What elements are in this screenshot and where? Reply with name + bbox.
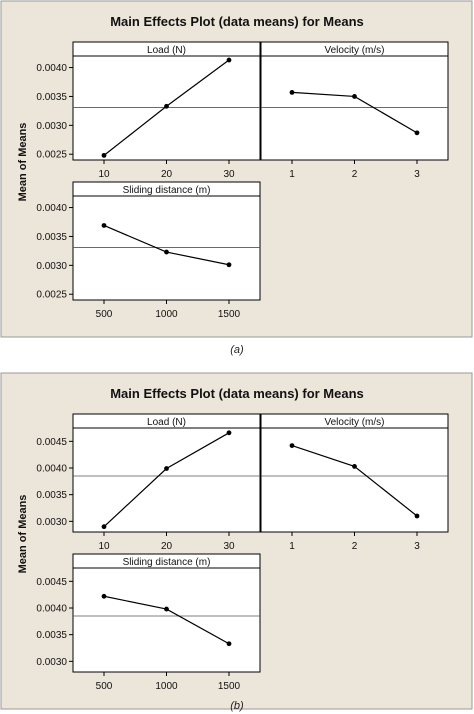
y-tick-label: 0.0040 xyxy=(36,203,67,214)
y-tick-label: 0.0030 xyxy=(36,657,67,668)
y-tick-label: 0.0035 xyxy=(36,92,67,103)
y-tick-label: 0.0040 xyxy=(36,464,67,475)
data-point xyxy=(226,57,232,63)
panel-1: Load (N) 0.0030 0.0035 0.0040 0.0045 10 20 30 xyxy=(36,413,261,552)
y-tick-label: 0.0025 xyxy=(36,150,67,161)
x-tick-label: 500 xyxy=(96,681,113,692)
y-tick-label: 0.0035 xyxy=(36,630,67,641)
panel-1: Load (N) 0.0025 0.0030 0.0035 0.0040 10 20 30 xyxy=(36,41,261,180)
data-point xyxy=(101,593,107,599)
data-point xyxy=(164,466,169,471)
data-point xyxy=(164,606,169,612)
x-tick-label: 20 xyxy=(161,169,173,180)
panel-label: Sliding distance (m) xyxy=(123,557,211,568)
panel-label: Load (N) xyxy=(147,45,186,56)
data-point xyxy=(226,641,232,647)
figure-b: Main Effects Plot (data means) for Means… xyxy=(0,372,474,712)
data-point xyxy=(352,464,357,469)
x-tick-label: 1 xyxy=(289,169,295,180)
plot-area xyxy=(260,427,449,533)
data-point xyxy=(226,262,232,268)
y-tick-label: 0.0045 xyxy=(36,437,67,448)
panel-label: Velocity (m/s) xyxy=(324,45,384,56)
chart-title: Main Effects Plot (data means) for Means xyxy=(110,386,364,401)
x-tick-label: 30 xyxy=(223,169,235,180)
panel-3: Sliding distance (m) 0.0030 0.0035 0.0040 0.… xyxy=(36,553,261,692)
data-point xyxy=(164,103,169,109)
x-tick-label: 10 xyxy=(98,541,110,552)
plot-area xyxy=(72,427,261,533)
y-tick-label: 0.0040 xyxy=(36,604,67,615)
x-tick-label: 20 xyxy=(161,541,173,552)
data-point xyxy=(164,249,169,255)
y-tick-label: 0.0030 xyxy=(36,121,67,132)
plot-area xyxy=(72,567,261,673)
chart-title: Main Effects Plot (data means) for Means xyxy=(110,14,364,29)
x-tick-label: 500 xyxy=(96,309,113,320)
y-tick-label: 0.0045 xyxy=(36,577,67,588)
x-tick-label: 10 xyxy=(98,169,110,180)
data-point xyxy=(414,513,420,519)
plot-area xyxy=(72,195,261,301)
data-point xyxy=(289,443,295,448)
y-tick-label: 0.0030 xyxy=(36,517,67,528)
x-tick-label: 1000 xyxy=(155,309,178,320)
y-tick-label: 0.0035 xyxy=(36,232,67,243)
data-point xyxy=(352,94,357,99)
panel-label: Sliding distance (m) xyxy=(123,185,211,196)
data-point xyxy=(289,90,295,95)
panel-2: Velocity (m/s) 1 2 3 xyxy=(260,413,449,552)
x-tick-label: 1500 xyxy=(218,309,241,320)
x-tick-label: 2 xyxy=(352,541,358,552)
figure-a: Main Effects Plot (data means) for Means… xyxy=(0,0,474,340)
x-tick-label: 1500 xyxy=(218,681,241,692)
y-tick-label: 0.0025 xyxy=(36,290,67,301)
y-axis-label: Mean of Means xyxy=(17,123,29,202)
data-point xyxy=(101,524,107,530)
plot-area xyxy=(260,55,449,161)
y-tick-label: 0.0040 xyxy=(36,63,67,74)
x-tick-label: 3 xyxy=(414,541,420,552)
x-tick-label: 2 xyxy=(352,169,358,180)
panel-3: Sliding distance (m) 0.0025 0.0030 0.0035 0.… xyxy=(36,181,261,320)
chart-a: Main Effects Plot (data means) for Means… xyxy=(0,0,473,338)
data-point xyxy=(226,430,232,436)
y-axis-label: Mean of Means xyxy=(17,495,29,574)
panel-label: Load (N) xyxy=(147,417,186,428)
data-point xyxy=(414,130,420,136)
caption-b: (b) xyxy=(230,700,244,712)
panel-label: Velocity (m/s) xyxy=(324,417,384,428)
x-tick-label: 1000 xyxy=(155,681,178,692)
chart-b: Main Effects Plot (data means) for Means… xyxy=(0,372,473,710)
x-tick-label: 1 xyxy=(289,541,295,552)
caption-a: (a) xyxy=(230,344,244,356)
x-tick-label: 3 xyxy=(414,169,420,180)
data-point xyxy=(101,152,107,158)
panel-2: Velocity (m/s) 1 2 3 xyxy=(260,41,449,180)
data-point xyxy=(101,223,107,228)
y-tick-label: 0.0030 xyxy=(36,261,67,272)
y-tick-label: 0.0035 xyxy=(36,490,67,501)
x-tick-label: 30 xyxy=(223,541,235,552)
